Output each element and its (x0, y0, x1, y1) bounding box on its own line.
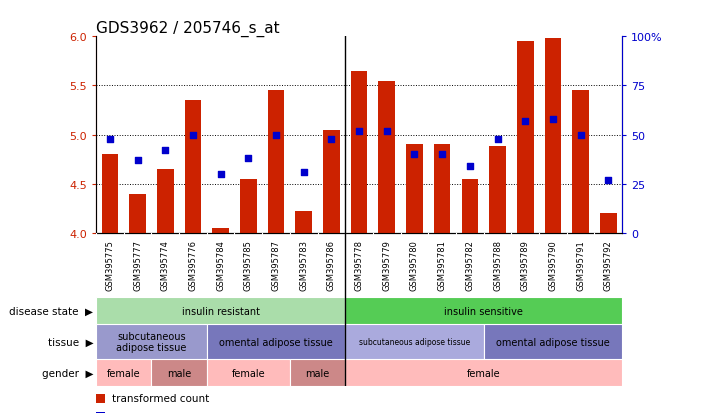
Bar (96, 394, 105, 403)
Text: omental adipose tissue: omental adipose tissue (496, 337, 610, 347)
Bar (406, 145, 423, 233)
Bar (129, 194, 146, 233)
Text: GSM395780: GSM395780 (410, 240, 419, 291)
Point (409, 152, 420, 158)
Point (187, 132, 198, 139)
Text: GSM395785: GSM395785 (244, 240, 253, 291)
Text: tissue  ▶: tissue ▶ (48, 337, 93, 347)
Text: omental adipose tissue: omental adipose tissue (219, 337, 333, 347)
Point (437, 152, 448, 158)
Text: male: male (306, 368, 330, 378)
Point (215, 171, 226, 178)
Bar (483, 324, 622, 359)
Bar (545, 39, 561, 233)
Point (381, 128, 392, 135)
Bar (489, 147, 506, 233)
Bar (323, 131, 340, 233)
Point (464, 163, 476, 170)
Point (242, 155, 254, 162)
Bar (157, 170, 173, 233)
Bar (96, 412, 105, 413)
Point (353, 128, 365, 135)
Text: GSM395782: GSM395782 (465, 240, 474, 291)
Point (603, 177, 614, 184)
Text: female: female (107, 368, 141, 378)
Text: GSM395783: GSM395783 (299, 240, 308, 291)
Bar (572, 91, 589, 233)
Bar (351, 71, 368, 233)
Text: GSM395775: GSM395775 (105, 240, 114, 291)
Bar (434, 145, 451, 233)
Text: GSM395786: GSM395786 (327, 240, 336, 291)
Point (298, 169, 309, 176)
Text: GSM395778: GSM395778 (355, 240, 363, 291)
Point (132, 157, 143, 164)
Bar (267, 91, 284, 233)
Text: gender  ▶: gender ▶ (42, 368, 93, 378)
Text: female: female (232, 368, 265, 378)
Point (270, 132, 282, 139)
Text: GSM395788: GSM395788 (493, 240, 502, 291)
Text: insulin sensitive: insulin sensitive (444, 306, 523, 316)
Text: GSM395777: GSM395777 (133, 240, 142, 291)
Bar (517, 42, 533, 233)
Text: GSM395774: GSM395774 (161, 240, 170, 291)
Text: GSM395776: GSM395776 (188, 240, 198, 291)
Bar (207, 359, 290, 386)
Text: GSM395787: GSM395787 (272, 240, 280, 291)
Bar (96, 297, 346, 324)
Bar (96, 324, 207, 359)
Text: GSM395792: GSM395792 (604, 240, 613, 291)
Bar (102, 155, 118, 233)
Bar (295, 212, 312, 233)
Point (520, 118, 531, 125)
Bar (207, 324, 346, 359)
Bar (185, 101, 201, 233)
Bar (240, 179, 257, 233)
Text: GDS3962 / 205746_s_at: GDS3962 / 205746_s_at (96, 21, 279, 37)
Bar (151, 359, 207, 386)
Bar (346, 359, 622, 386)
Text: female: female (467, 368, 501, 378)
Text: percentile rank within the sample: percentile rank within the sample (112, 412, 288, 413)
Bar (378, 81, 395, 233)
Text: GSM395781: GSM395781 (438, 240, 447, 291)
Point (575, 132, 587, 139)
Bar (346, 324, 483, 359)
Point (547, 116, 559, 123)
Bar (290, 359, 346, 386)
Text: transformed count: transformed count (112, 393, 209, 403)
Text: GSM395791: GSM395791 (576, 240, 585, 291)
Bar (461, 179, 478, 233)
Text: subcutaneous adipose tissue: subcutaneous adipose tissue (359, 337, 470, 346)
Bar (96, 359, 151, 386)
Point (159, 147, 171, 154)
Text: insulin resistant: insulin resistant (181, 306, 260, 316)
Point (326, 136, 337, 142)
Text: disease state  ▶: disease state ▶ (9, 306, 93, 316)
Text: GSM395789: GSM395789 (520, 240, 530, 291)
Bar (600, 214, 616, 233)
Text: subcutaneous
adipose tissue: subcutaneous adipose tissue (116, 331, 186, 353)
Bar (213, 228, 229, 233)
Point (104, 136, 115, 142)
Text: male: male (167, 368, 191, 378)
Text: GSM395784: GSM395784 (216, 240, 225, 291)
Point (492, 136, 503, 142)
Text: GSM395779: GSM395779 (383, 240, 391, 291)
Text: GSM395790: GSM395790 (548, 240, 557, 291)
Bar (346, 297, 622, 324)
